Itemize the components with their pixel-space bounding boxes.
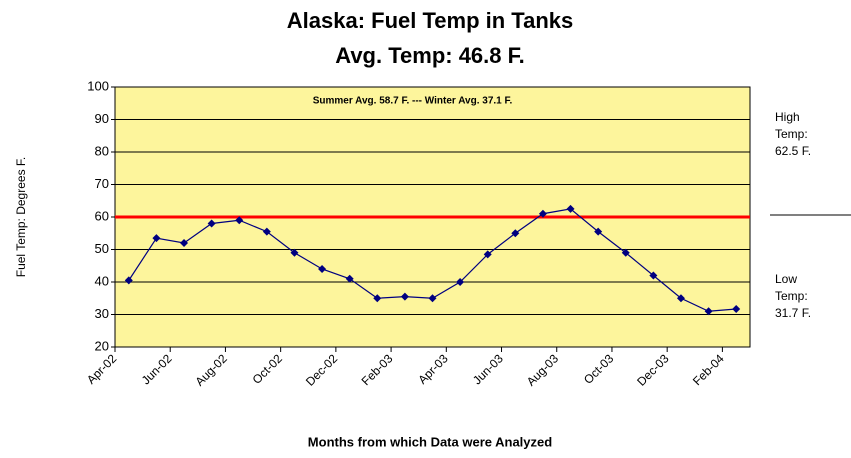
data-point (511, 229, 520, 238)
y-tick-label: 30 (95, 306, 109, 321)
data-point (262, 227, 271, 236)
side-note: Temp: (775, 127, 808, 141)
data-point (152, 234, 161, 243)
x-tick-label: Jun-02 (139, 351, 175, 387)
data-point (428, 294, 437, 303)
data-point (318, 265, 327, 273)
y-tick-label: 80 (95, 143, 109, 158)
y-tick-label: 60 (95, 208, 109, 223)
side-note: 31.7 F. (775, 306, 811, 320)
y-tick-label: 40 (95, 273, 109, 288)
x-tick-label: Dec-02 (303, 351, 340, 388)
data-point (345, 274, 354, 283)
data-point (180, 239, 189, 247)
x-axis-title: Months from which Data were Analyzed (308, 434, 552, 449)
data-point (732, 304, 741, 313)
x-tick-label: Apr-02 (84, 351, 120, 387)
side-note: Temp: (775, 289, 808, 303)
side-note: High (775, 110, 800, 124)
x-tick-label: Dec-03 (634, 351, 671, 388)
data-point (235, 216, 244, 225)
x-tick-label: Aug-02 (193, 351, 230, 388)
x-tick-label: Oct-02 (250, 351, 286, 387)
data-point (594, 227, 603, 236)
x-tick-label: Apr-03 (415, 351, 451, 387)
y-tick-label: 90 (95, 111, 109, 126)
data-point (124, 276, 133, 285)
y-tick-label: 50 (95, 241, 109, 256)
data-point (373, 294, 382, 303)
data-point (649, 271, 658, 280)
x-tick-label: Feb-04 (690, 351, 727, 388)
x-tick-label: Oct-03 (581, 351, 617, 387)
data-point (676, 294, 685, 303)
y-tick-label: 20 (95, 338, 109, 353)
x-tick-label: Jun-03 (470, 351, 506, 387)
data-point (290, 248, 299, 257)
y-tick-label: 70 (95, 176, 109, 191)
y-axis-title: Fuel Temp: Degrees F. (14, 157, 28, 278)
x-tick-label: Aug-03 (524, 351, 561, 388)
data-point (400, 292, 409, 301)
data-point (483, 250, 492, 259)
data-point (456, 278, 465, 286)
x-tick-label: Feb-03 (359, 351, 396, 388)
y-tick-label: 100 (87, 78, 109, 93)
data-point (621, 248, 630, 257)
chart-subtitle: Avg. Temp: 46.8 F. (335, 43, 525, 68)
annotation: Summer Avg. 58.7 F. --- Winter Avg. 37.1… (313, 96, 513, 107)
side-note: 62.5 F. (775, 144, 811, 158)
data-point (538, 209, 547, 218)
data-point (566, 204, 575, 213)
data-point (704, 307, 713, 316)
chart-title: Alaska: Fuel Temp in Tanks (287, 8, 573, 33)
data-point (207, 219, 216, 228)
side-note: Low (775, 272, 797, 286)
